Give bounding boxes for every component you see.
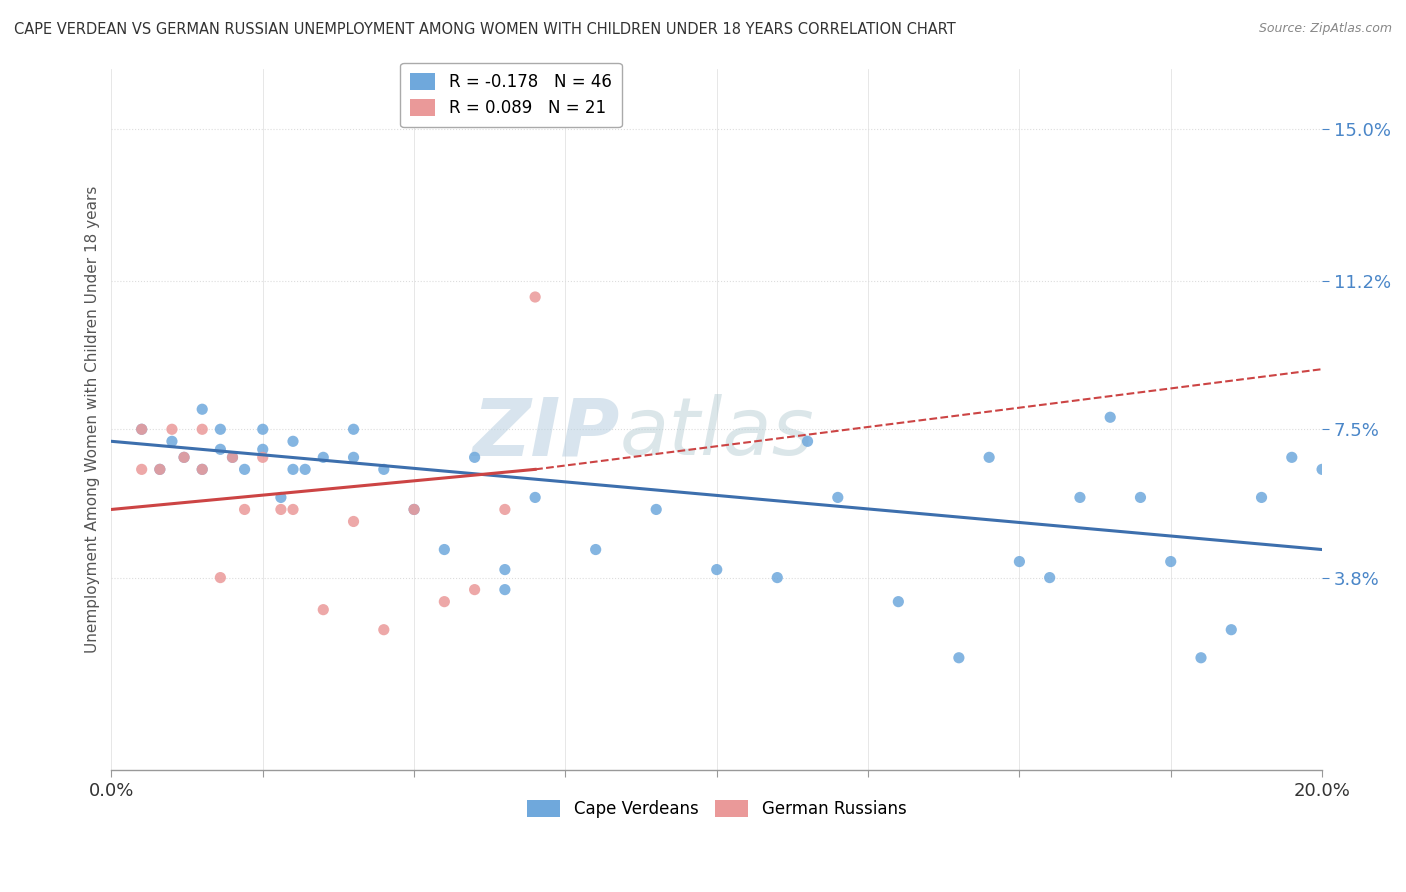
Point	[173, 450, 195, 465]
Point	[1129, 491, 1152, 505]
Point	[191, 402, 214, 417]
Point	[494, 582, 516, 597]
Point	[209, 422, 232, 436]
Point	[270, 502, 292, 516]
Point	[149, 462, 172, 476]
Point	[342, 422, 364, 436]
Point	[281, 462, 304, 476]
Point	[209, 442, 232, 457]
Point	[706, 563, 728, 577]
Point	[887, 594, 910, 608]
Point	[173, 450, 195, 465]
Point	[312, 450, 335, 465]
Point	[160, 422, 183, 436]
Point	[433, 542, 456, 557]
Point	[342, 515, 364, 529]
Point	[464, 582, 486, 597]
Point	[766, 571, 789, 585]
Point	[312, 602, 335, 616]
Point	[1250, 491, 1272, 505]
Point	[281, 502, 304, 516]
Point	[796, 434, 818, 449]
Y-axis label: Unemployment Among Women with Children Under 18 years: Unemployment Among Women with Children U…	[86, 186, 100, 653]
Text: ZIP: ZIP	[472, 394, 620, 472]
Point	[221, 450, 243, 465]
Point	[270, 491, 292, 505]
Point	[585, 542, 607, 557]
Point	[221, 450, 243, 465]
Point	[1160, 555, 1182, 569]
Point	[645, 502, 668, 516]
Point	[1069, 491, 1091, 505]
Text: atlas: atlas	[620, 394, 814, 472]
Point	[1189, 650, 1212, 665]
Point	[494, 502, 516, 516]
Point	[1008, 555, 1031, 569]
Point	[1039, 571, 1062, 585]
Point	[131, 422, 153, 436]
Point	[252, 450, 274, 465]
Point	[1310, 462, 1333, 476]
Point	[433, 594, 456, 608]
Point	[1099, 410, 1122, 425]
Point	[252, 442, 274, 457]
Point	[233, 502, 256, 516]
Point	[191, 462, 214, 476]
Point	[209, 571, 232, 585]
Point	[373, 462, 395, 476]
Point	[1220, 623, 1243, 637]
Point	[373, 623, 395, 637]
Point	[494, 563, 516, 577]
Point	[294, 462, 316, 476]
Point	[524, 491, 547, 505]
Text: Source: ZipAtlas.com: Source: ZipAtlas.com	[1258, 22, 1392, 36]
Point	[1281, 450, 1303, 465]
Point	[827, 491, 849, 505]
Point	[342, 450, 364, 465]
Point	[131, 462, 153, 476]
Point	[464, 450, 486, 465]
Point	[524, 290, 547, 304]
Point	[404, 502, 426, 516]
Text: CAPE VERDEAN VS GERMAN RUSSIAN UNEMPLOYMENT AMONG WOMEN WITH CHILDREN UNDER 18 Y: CAPE VERDEAN VS GERMAN RUSSIAN UNEMPLOYM…	[14, 22, 956, 37]
Legend: Cape Verdeans, German Russians: Cape Verdeans, German Russians	[520, 793, 912, 825]
Point	[948, 650, 970, 665]
Point	[191, 422, 214, 436]
Point	[191, 462, 214, 476]
Point	[252, 422, 274, 436]
Point	[281, 434, 304, 449]
Point	[404, 502, 426, 516]
Point	[160, 434, 183, 449]
Point	[149, 462, 172, 476]
Point	[979, 450, 1001, 465]
Point	[131, 422, 153, 436]
Point	[233, 462, 256, 476]
